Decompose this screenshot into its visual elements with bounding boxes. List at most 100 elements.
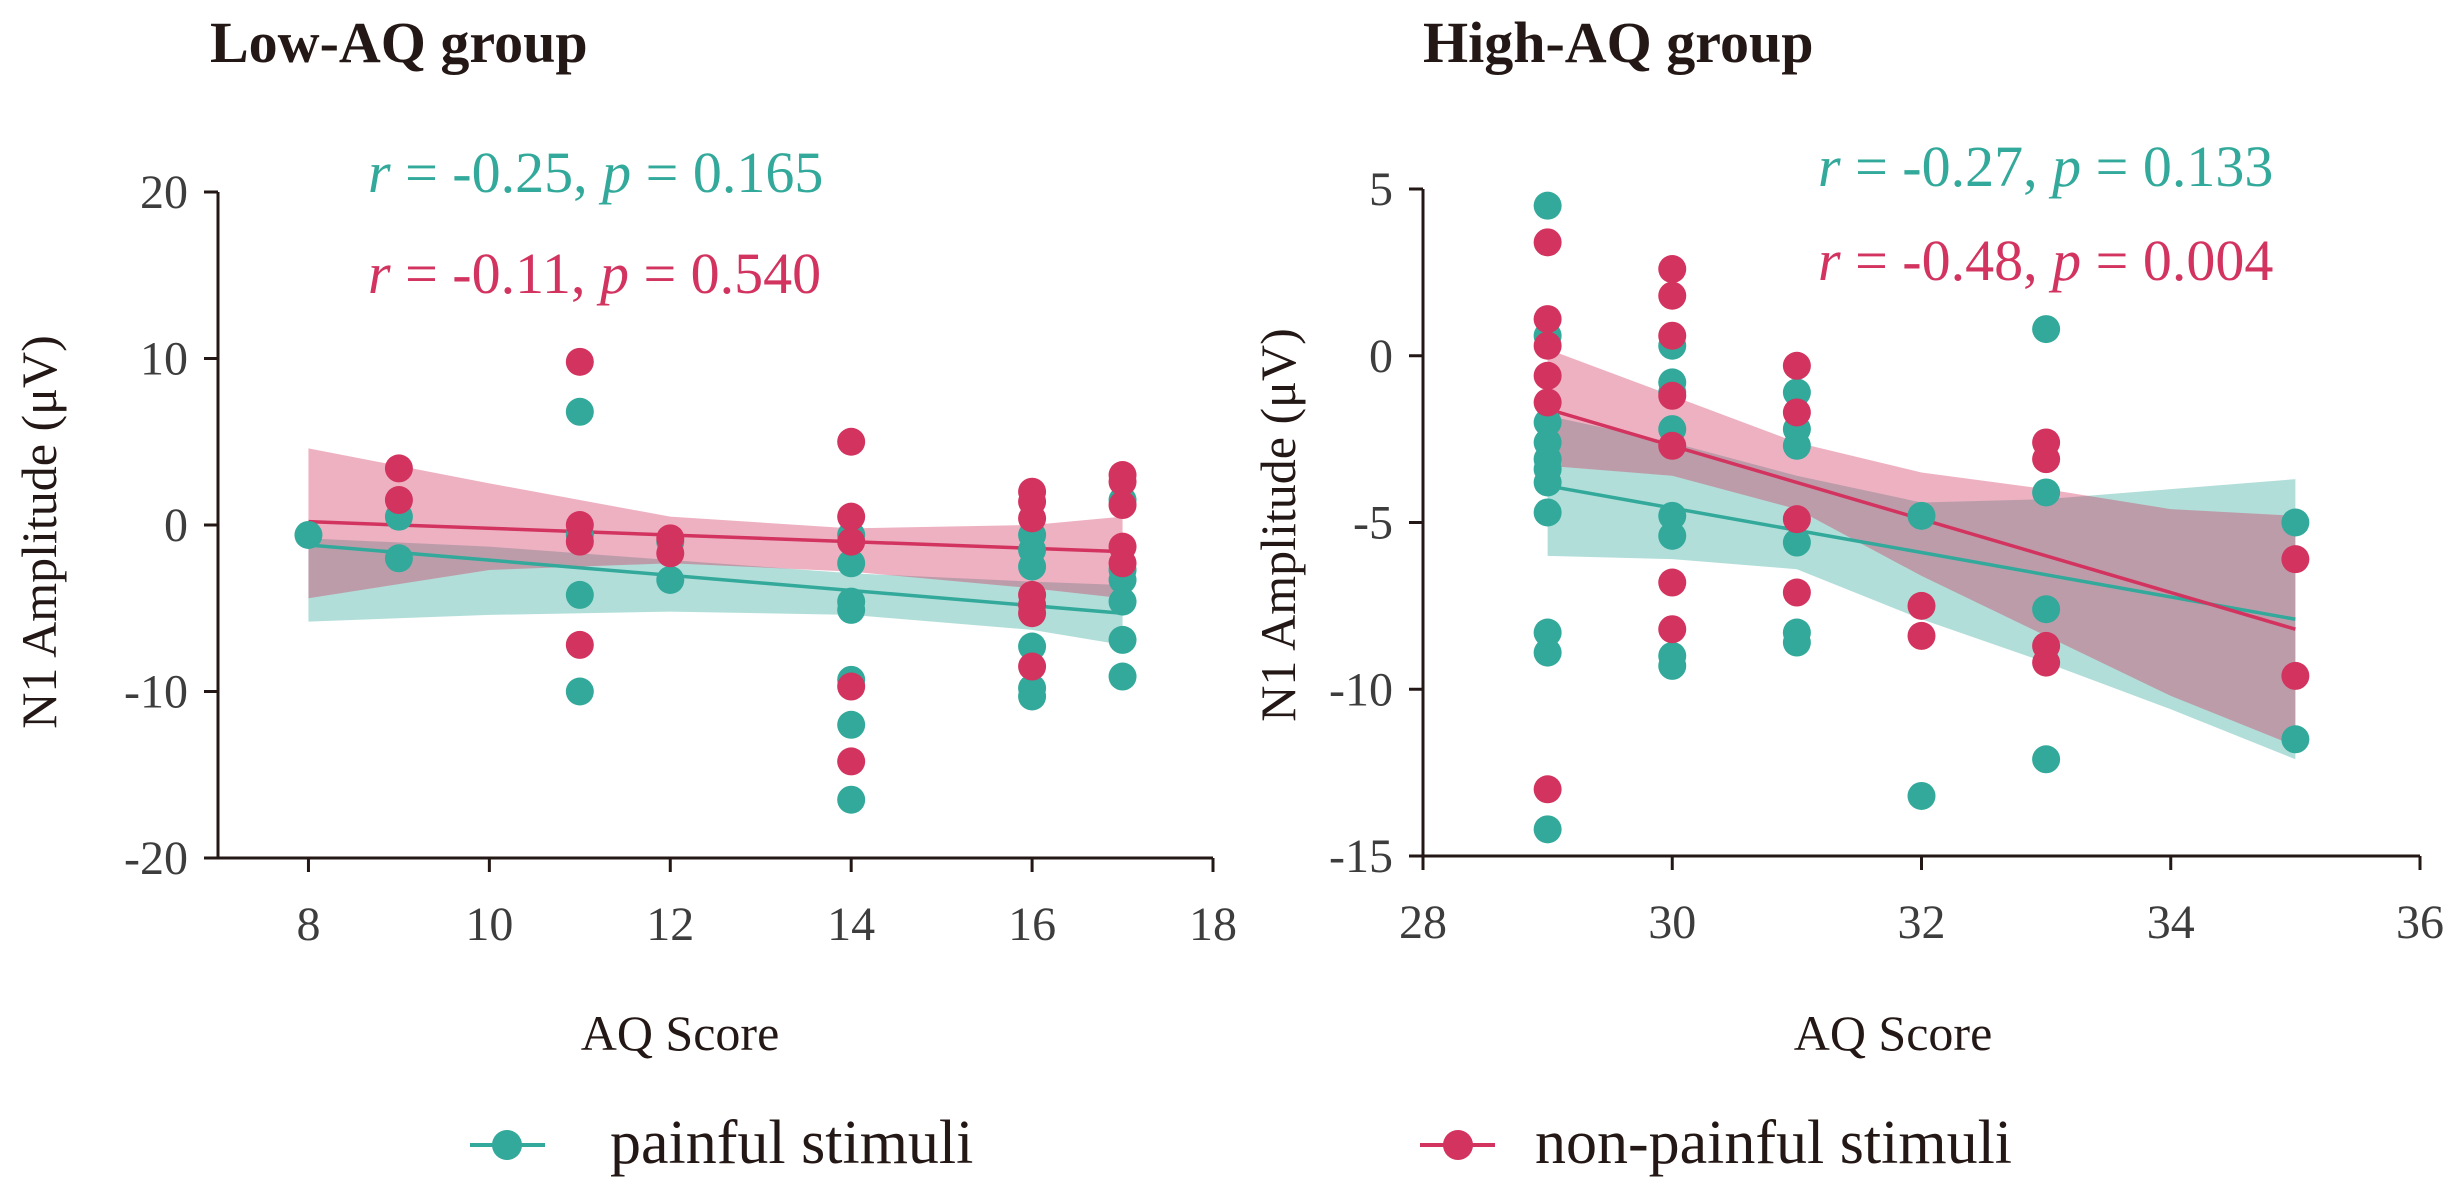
point-nonpainful xyxy=(837,527,866,556)
x-tick-label: 8 xyxy=(296,898,320,951)
stat-nonpainful: r = -0.11, p = 0.540 xyxy=(368,241,821,306)
point-nonpainful xyxy=(1658,615,1687,644)
x-tick-label: 28 xyxy=(1399,896,1447,949)
point-nonpainful xyxy=(1533,361,1562,390)
point-nonpainful xyxy=(1108,467,1137,496)
point-painful xyxy=(1658,651,1687,680)
point-painful xyxy=(1658,501,1687,530)
point-nonpainful xyxy=(1782,578,1811,607)
point-nonpainful xyxy=(565,630,594,659)
confidence-bands xyxy=(1547,349,2296,760)
point-painful xyxy=(2281,508,2310,537)
point-nonpainful xyxy=(1658,568,1687,597)
legend-marker-nonpainful xyxy=(1443,1130,1473,1160)
legend: painful stimuli non-painful stimuli xyxy=(470,1109,2012,1177)
point-painful xyxy=(1533,191,1562,220)
point-nonpainful xyxy=(565,347,594,376)
x-tick-label: 34 xyxy=(2147,896,2195,949)
point-painful xyxy=(1533,815,1562,844)
y-tick-label: -20 xyxy=(124,832,188,885)
x-tick-label: 14 xyxy=(827,898,875,951)
legend-label-nonpainful: non-painful stimuli xyxy=(1535,1109,2012,1177)
point-nonpainful xyxy=(384,454,413,483)
stat-painful: r = -0.25, p = 0.165 xyxy=(368,140,823,205)
x-tick-label: 30 xyxy=(1648,896,1696,949)
point-painful xyxy=(1907,501,1936,530)
point-painful xyxy=(1018,632,1047,661)
point-nonpainful xyxy=(837,427,866,456)
point-painful xyxy=(2032,595,2061,624)
x-tick-label: 32 xyxy=(1898,896,1946,949)
point-nonpainful xyxy=(1533,775,1562,804)
fit-line-nonpainful xyxy=(308,519,1123,554)
point-nonpainful xyxy=(1782,505,1811,534)
low-aq-panel: Low-AQ group 20 10 0 -10 -20 8 10 12 14 16 18 AQ … xyxy=(11,10,1237,1061)
point-nonpainful xyxy=(656,539,685,568)
y-axis-label: N1 Amplitude (μV) xyxy=(11,335,67,728)
y-tick-label: 0 xyxy=(1369,330,1393,383)
stat-nonpainful: r = -0.48, p = 0.004 xyxy=(1818,228,2273,293)
point-nonpainful xyxy=(384,486,413,515)
point-painful xyxy=(1782,628,1811,657)
point-nonpainful xyxy=(1907,591,1936,620)
point-nonpainful xyxy=(1108,491,1137,520)
point-nonpainful xyxy=(565,527,594,556)
point-painful xyxy=(837,595,866,624)
point-nonpainful xyxy=(1658,255,1687,284)
point-nonpainful xyxy=(1108,549,1137,578)
point-nonpainful xyxy=(1658,381,1687,410)
x-tick-label: 10 xyxy=(465,898,513,951)
point-nonpainful xyxy=(1658,281,1687,310)
point-nonpainful xyxy=(1018,652,1047,681)
y-tick-label: 10 xyxy=(140,333,188,386)
stat-painful: r = -0.27, p = 0.133 xyxy=(1818,134,2273,199)
point-nonpainful xyxy=(1018,599,1047,628)
point-nonpainful xyxy=(837,747,866,776)
point-painful xyxy=(2032,478,2061,507)
point-painful xyxy=(656,565,685,594)
point-painful xyxy=(1018,552,1047,581)
point-nonpainful xyxy=(1533,388,1562,417)
point-painful xyxy=(2032,745,2061,774)
point-painful xyxy=(384,544,413,573)
y-tick-label: -10 xyxy=(1329,663,1393,716)
point-nonpainful xyxy=(1658,431,1687,460)
point-painful xyxy=(837,549,866,578)
x-ticks: 8 10 12 14 16 18 xyxy=(296,858,1237,951)
point-painful xyxy=(1782,431,1811,460)
data-points xyxy=(1533,191,2310,844)
point-painful xyxy=(1907,781,1936,810)
y-ticks: 5 0 -5 -10 -15 xyxy=(1329,163,1423,883)
ci-band-painful xyxy=(308,538,1123,645)
y-ticks: 20 10 0 -10 -20 xyxy=(124,166,218,885)
point-painful xyxy=(565,677,594,706)
point-nonpainful xyxy=(1907,621,1936,650)
point-nonpainful xyxy=(2281,661,2310,690)
panel-title: High-AQ group xyxy=(1423,10,1814,75)
point-painful xyxy=(1108,625,1137,654)
point-nonpainful xyxy=(1533,228,1562,257)
point-painful xyxy=(565,580,594,609)
point-painful xyxy=(294,520,323,549)
y-axis-label: N1 Amplitude (μV) xyxy=(1250,328,1306,721)
point-nonpainful xyxy=(1533,305,1562,334)
point-painful xyxy=(837,710,866,739)
legend-marker-painful xyxy=(492,1130,522,1160)
point-nonpainful xyxy=(2032,445,2061,474)
ci-band-nonpainful xyxy=(1547,349,2296,746)
panel-title: Low-AQ group xyxy=(210,10,588,75)
y-tick-label: -10 xyxy=(124,666,188,719)
point-painful xyxy=(2032,315,2061,344)
point-painful xyxy=(2281,725,2310,754)
regression-lines xyxy=(308,519,1123,615)
point-painful xyxy=(1108,587,1137,616)
x-axis-label: AQ Score xyxy=(1794,1005,1993,1061)
y-tick-label: 0 xyxy=(164,499,188,552)
high-aq-panel: High-AQ group 5 0 -5 -10 -15 28 30 32 34 36 AQ S… xyxy=(1250,10,2444,1061)
x-tick-label: 16 xyxy=(1008,898,1056,951)
point-painful xyxy=(1533,468,1562,497)
point-nonpainful xyxy=(1533,331,1562,360)
legend-item-painful: painful stimuli xyxy=(470,1109,973,1177)
point-painful xyxy=(1533,618,1562,647)
